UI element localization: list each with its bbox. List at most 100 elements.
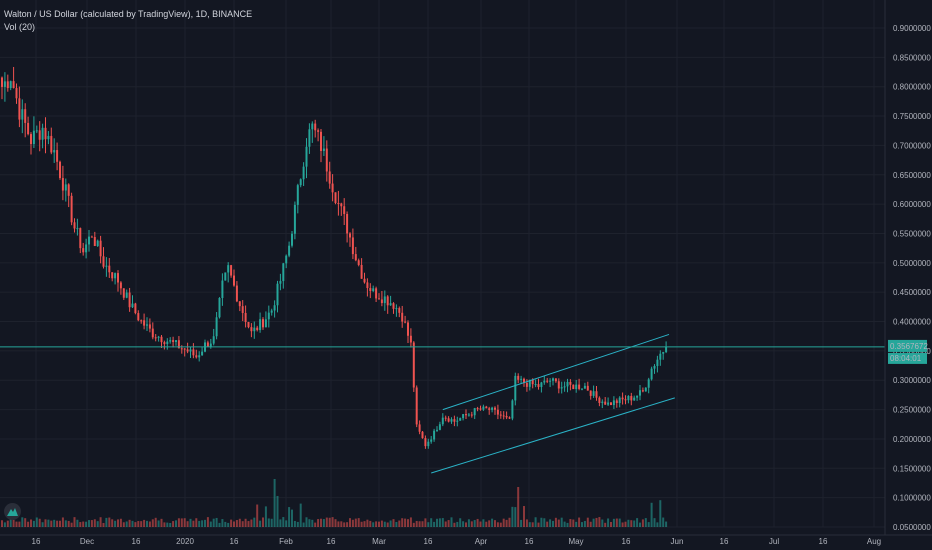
volume-bar — [465, 522, 467, 527]
candle-body — [177, 340, 180, 349]
price-badge-value: 0.3567672 — [890, 342, 928, 351]
candle-body — [128, 292, 131, 308]
volume-bar — [238, 518, 241, 527]
tradingview-logo-icon[interactable] — [4, 503, 21, 520]
candle-body — [314, 123, 317, 131]
volume-bar — [169, 522, 172, 527]
volume-bar — [644, 518, 647, 527]
volume-bar — [1, 520, 3, 527]
volume-bar — [450, 517, 453, 527]
x-tick-label: Jun — [671, 537, 684, 546]
volume-bar — [569, 519, 572, 527]
candle-body — [380, 299, 383, 304]
volume-bar — [79, 522, 82, 527]
candle-body — [560, 387, 563, 389]
candle-body — [517, 375, 520, 380]
candle-body — [494, 407, 496, 410]
candle-body — [488, 408, 491, 410]
volume-bar — [233, 521, 235, 527]
volume-bar — [148, 521, 151, 527]
candle-body — [35, 130, 38, 132]
volume-bar — [401, 518, 404, 527]
price-axis[interactable]: 0.9000000 0.8500000 0.8000000 0.7500000 0.70… — [884, 0, 932, 550]
symbol-title[interactable]: Walton / US Dollar (calculated by Tradin… — [4, 9, 253, 19]
candle-body — [61, 178, 64, 191]
candle-body — [305, 146, 308, 167]
candle-body — [227, 265, 230, 273]
volume-bar — [470, 521, 473, 527]
candle-body — [621, 397, 624, 400]
candle-body — [644, 387, 647, 392]
candle-body — [172, 340, 175, 342]
volume-bar — [453, 522, 456, 527]
time-axis[interactable]: 16 Dec 16 2020 16 Feb 16 Mar 16 Apr 16 May 16 Jun 16 Ju… — [0, 534, 932, 546]
volume-bar — [380, 520, 383, 527]
candle-body — [125, 292, 128, 298]
x-tick-label: 16 — [424, 537, 433, 546]
x-tick-label: 16 — [32, 537, 41, 546]
candle-body — [473, 408, 476, 416]
volume-bar — [441, 518, 444, 527]
candle-body — [221, 280, 224, 299]
candle-body — [186, 349, 189, 352]
volume-bar — [32, 520, 35, 527]
volume-bar — [543, 518, 546, 527]
candle-body — [276, 283, 279, 306]
candle-body — [9, 81, 12, 89]
volume-bar — [389, 520, 392, 527]
candle-body — [444, 417, 447, 419]
volume-bar — [583, 520, 586, 527]
candle-body — [337, 203, 340, 205]
volume-bar — [383, 521, 386, 527]
y-tick-label: 0.0500000 — [893, 523, 931, 532]
candle-body — [659, 353, 662, 360]
volume-bar — [621, 522, 624, 527]
candle-body — [241, 306, 244, 314]
volume-bar — [372, 522, 375, 527]
volume-bar — [601, 519, 604, 527]
volume-bar — [299, 503, 302, 527]
volume-bar — [546, 521, 549, 527]
volume-bar — [209, 521, 212, 527]
volume-bar — [444, 521, 447, 527]
candle-body — [436, 429, 438, 431]
candle-body — [212, 336, 215, 344]
volume-bar — [366, 519, 369, 527]
candle-body — [653, 366, 656, 369]
x-tick-label: 16 — [525, 537, 534, 546]
y-tick-label: 0.2000000 — [893, 435, 931, 444]
candle-body — [409, 335, 412, 343]
volume-bar — [224, 521, 227, 527]
candle-body — [372, 288, 375, 291]
volume-bar — [456, 521, 459, 527]
candle-body — [427, 441, 430, 447]
volume-bar — [267, 518, 270, 527]
volume-indicator-label[interactable]: Vol (20) — [4, 22, 36, 32]
volume-bar — [592, 518, 595, 527]
candle-body — [462, 414, 465, 419]
y-tick-label: 0.7000000 — [893, 141, 931, 150]
y-tick-label: 0.5500000 — [893, 229, 931, 238]
candle-body — [143, 320, 146, 326]
volume-bar — [322, 519, 325, 527]
volume-bar — [641, 519, 644, 527]
candle-body — [647, 379, 650, 388]
candle-body — [264, 319, 267, 328]
candle-body — [537, 384, 540, 388]
volume-bar — [195, 518, 198, 527]
volume-bar — [64, 520, 67, 527]
candle-body — [273, 305, 276, 311]
candle-body — [70, 195, 73, 223]
volume-bar — [320, 518, 322, 527]
volume-bar — [44, 519, 47, 527]
volume-bar — [421, 521, 424, 527]
volume-bar — [491, 518, 494, 527]
volume-bar — [85, 521, 88, 527]
volume-bar — [430, 518, 433, 527]
volume-bar — [88, 520, 90, 527]
price-axis-bg — [885, 0, 932, 550]
volume-bar — [256, 504, 259, 527]
volume-bar — [630, 520, 633, 527]
candle-body — [209, 343, 212, 347]
